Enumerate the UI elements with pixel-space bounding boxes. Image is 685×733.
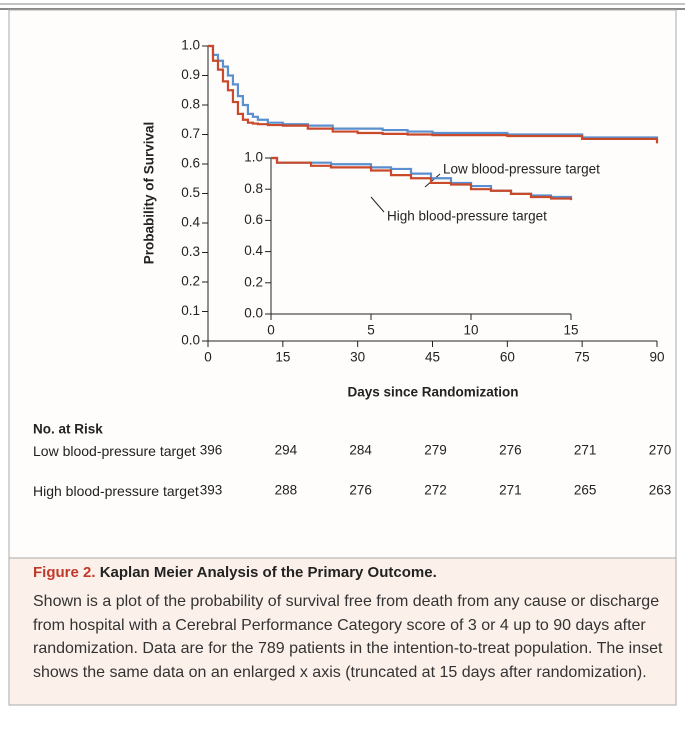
annotation: High blood-pressure target (387, 209, 547, 224)
x-tick-label: 30 (350, 350, 365, 365)
risk-row-label: Low blood-pressure target (33, 443, 196, 459)
risk-count: 288 (275, 483, 298, 498)
x-tick-label: 5 (367, 323, 375, 338)
y-tick-label: 0.3 (181, 244, 200, 259)
x-tick-label: 90 (649, 350, 664, 365)
x-tick-label: 0 (204, 350, 212, 365)
risk-title: No. at Risk (33, 422, 103, 437)
y-tick-label: 0.4 (244, 243, 263, 258)
caption-title: Figure 2. Kaplan Meier Analysis of the P… (33, 564, 437, 581)
survival-curve (208, 44, 659, 144)
x-tick-label: 75 (575, 350, 590, 365)
risk-count: 393 (200, 483, 223, 498)
y-tick-label: 0.2 (181, 274, 200, 289)
risk-count: 276 (349, 483, 372, 498)
risk-count: 263 (649, 483, 672, 498)
x-tick-label: 60 (500, 350, 515, 365)
y-tick-label: 0.0 (244, 306, 263, 321)
y-tick-label: 0.6 (244, 212, 263, 227)
y-tick-label: 0.6 (181, 156, 200, 171)
leader-line (424, 173, 441, 188)
y-tick-label: 0.9 (181, 67, 200, 82)
y-tick-label: 0.5 (181, 185, 200, 200)
risk-count: 271 (574, 443, 597, 458)
caption-bg (9, 558, 676, 705)
x-tick-label: 45 (425, 350, 440, 365)
caption-label: Figure 2. (33, 564, 96, 581)
risk-count: 276 (499, 443, 522, 458)
annotation: Low blood-pressure target (443, 162, 600, 177)
risk-row-label: High blood-pressure target (33, 483, 199, 499)
risk-count: 279 (424, 443, 447, 458)
y-tick-label: 0.7 (181, 126, 200, 141)
x-tick-label: 15 (275, 350, 290, 365)
y-tick-label: 1.0 (244, 150, 263, 165)
x-tick-label: 0 (267, 323, 275, 338)
survival-curve (208, 44, 659, 141)
x-tick-label: 15 (563, 323, 578, 338)
y-tick-label: 0.1 (181, 303, 200, 318)
y-tick-label: 0.8 (244, 181, 263, 196)
x-axis-label: Days since Randomization (347, 385, 518, 400)
y-axis-label: Probability of Survival (142, 122, 157, 265)
x-tick-label: 10 (463, 323, 478, 338)
leader-line (370, 196, 385, 213)
y-tick-label: 0.4 (181, 215, 200, 230)
risk-count: 265 (574, 483, 597, 498)
y-tick-label: 0.8 (181, 97, 200, 112)
risk-count: 284 (349, 443, 372, 458)
risk-count: 294 (275, 443, 298, 458)
y-tick-label: 0.0 (181, 333, 200, 348)
caption-text: Shown is a plot of the probability of su… (33, 593, 663, 681)
survival-curve (271, 156, 573, 201)
risk-count: 270 (649, 443, 672, 458)
caption-heading: Kaplan Meier Analysis of the Primary Out… (99, 564, 437, 581)
risk-count: 396 (200, 443, 223, 458)
risk-count: 271 (499, 483, 522, 498)
y-tick-label: 1.0 (181, 38, 200, 53)
y-tick-label: 0.2 (244, 274, 263, 289)
risk-count: 272 (424, 483, 447, 498)
